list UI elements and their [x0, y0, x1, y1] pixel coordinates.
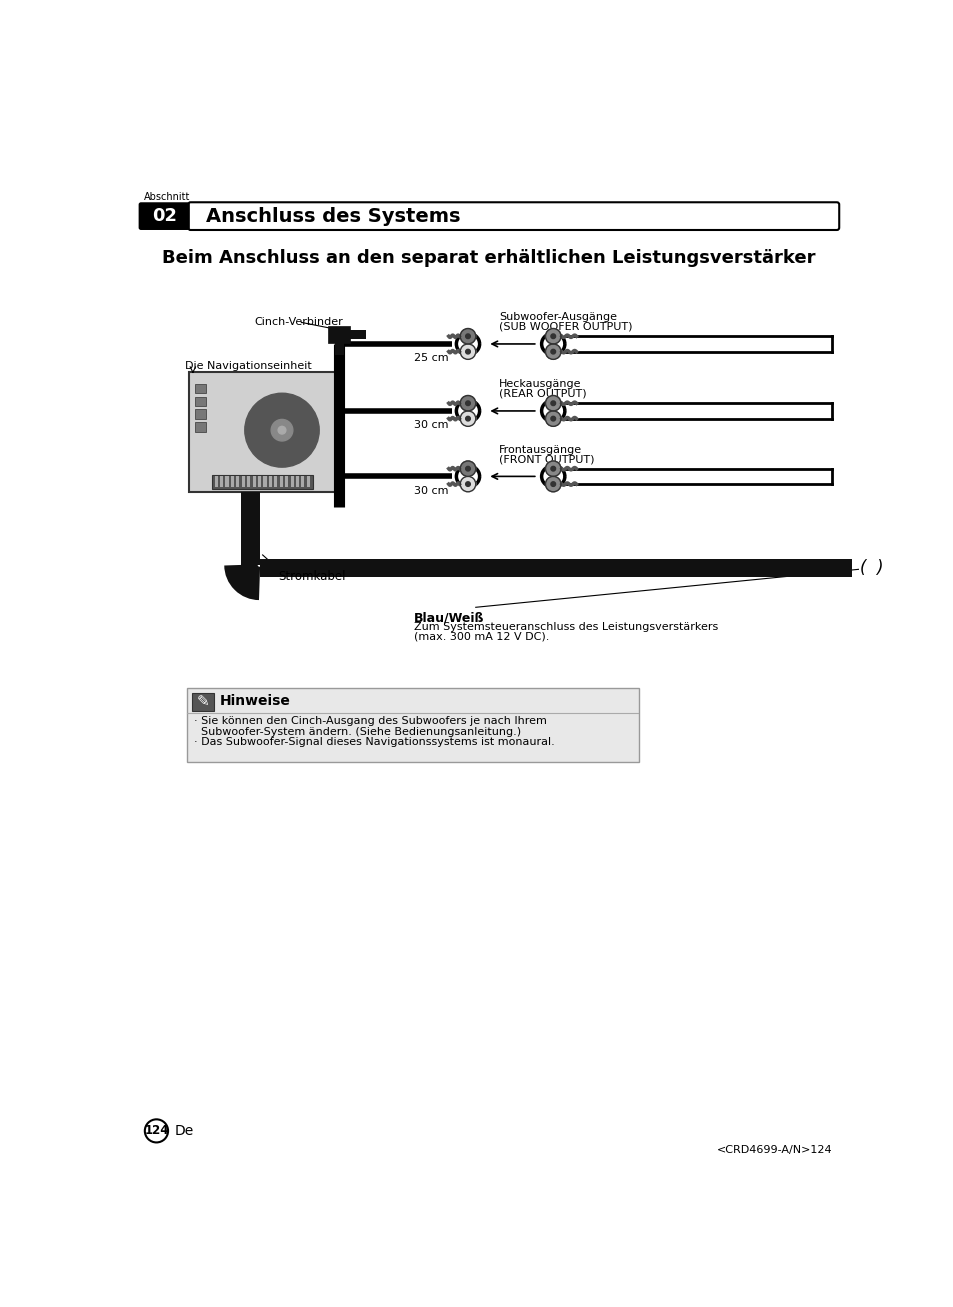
Circle shape [545, 344, 560, 359]
Bar [263, 476, 266, 488]
Circle shape [465, 401, 470, 405]
Bar [350, 331, 365, 340]
Circle shape [545, 410, 560, 426]
Text: Subwoofer-System ändern. (Siehe Bedienungsanleitung.): Subwoofer-System ändern. (Siehe Bedienun… [193, 727, 520, 737]
Text: · Sie können den Cinch-Ausgang des Subwoofers je nach Ihrem: · Sie können den Cinch-Ausgang des Subwo… [193, 716, 546, 725]
Bar [285, 476, 288, 488]
Text: (SUB WOOFER OUTPUT): (SUB WOOFER OUTPUT) [498, 322, 632, 332]
Text: Blau/Weiß: Blau/Weiß [414, 612, 483, 625]
Circle shape [245, 393, 319, 467]
Circle shape [465, 335, 470, 339]
Bar [214, 476, 217, 488]
Circle shape [550, 335, 555, 339]
Circle shape [550, 401, 555, 405]
Circle shape [465, 467, 470, 471]
Bar [195, 384, 206, 393]
Circle shape [550, 349, 555, 354]
Text: (REAR OUTPUT): (REAR OUTPUT) [498, 388, 586, 399]
Text: · Das Subwoofer-Signal dieses Navigationssystems ist monaural.: · Das Subwoofer-Signal dieses Navigation… [193, 737, 554, 748]
Bar [225, 476, 229, 488]
Circle shape [465, 349, 470, 354]
Bar [269, 476, 272, 488]
Bar [195, 422, 206, 431]
Bar [335, 344, 344, 354]
FancyBboxPatch shape [138, 203, 190, 230]
Bar [257, 476, 261, 488]
Bar [247, 476, 250, 488]
Bar [236, 476, 239, 488]
FancyBboxPatch shape [188, 203, 839, 230]
Text: (  ): ( ) [860, 559, 882, 576]
Text: 02: 02 [152, 207, 176, 225]
Bar [301, 476, 304, 488]
Circle shape [145, 1119, 168, 1142]
Bar [187, 689, 638, 762]
Bar [307, 476, 310, 488]
Text: Anschluss des Systems: Anschluss des Systems [206, 207, 460, 226]
Text: Cinch-Verbinder: Cinch-Verbinder [254, 318, 343, 327]
Text: De: De [174, 1124, 194, 1138]
Circle shape [465, 482, 470, 486]
Circle shape [550, 482, 555, 486]
Text: 25 cm: 25 cm [414, 353, 448, 363]
Text: (FRONT OUTPUT): (FRONT OUTPUT) [498, 454, 594, 464]
Bar [212, 474, 313, 489]
Circle shape [459, 410, 476, 426]
Bar [195, 397, 206, 406]
Bar [241, 491, 259, 565]
Circle shape [550, 417, 555, 421]
Circle shape [545, 476, 560, 491]
Circle shape [550, 467, 555, 471]
Bar [291, 476, 294, 488]
Text: Subwoofer-Ausgänge: Subwoofer-Ausgänge [498, 312, 617, 323]
Text: Hinweise: Hinweise [220, 694, 291, 708]
Text: 124: 124 [144, 1124, 169, 1137]
Bar [274, 476, 277, 488]
Bar [279, 476, 282, 488]
Text: 30 cm: 30 cm [414, 486, 448, 495]
Bar [259, 559, 852, 578]
Circle shape [278, 426, 286, 434]
Circle shape [271, 420, 293, 440]
Text: Stromkabel: Stromkabel [278, 570, 345, 583]
Text: Die Navigationseinheit: Die Navigationseinheit [185, 361, 312, 371]
Circle shape [465, 417, 470, 421]
Bar [192, 693, 213, 711]
Bar [231, 476, 233, 488]
Bar [220, 476, 223, 488]
Circle shape [545, 396, 560, 410]
Circle shape [459, 476, 476, 491]
Bar [189, 372, 340, 491]
Bar [195, 409, 206, 418]
Text: Frontausgänge: Frontausgänge [498, 444, 581, 455]
Text: 30 cm: 30 cm [414, 420, 448, 430]
Circle shape [545, 461, 560, 476]
Text: <CRD4699-A/N>124: <CRD4699-A/N>124 [716, 1145, 831, 1155]
Bar [328, 327, 350, 344]
Bar [295, 476, 298, 488]
Circle shape [459, 328, 476, 344]
Circle shape [459, 344, 476, 359]
Circle shape [459, 396, 476, 410]
Text: Beim Anschluss an den separat erhältlichen Leistungsverstärker: Beim Anschluss an den separat erhältlich… [162, 250, 815, 267]
Circle shape [459, 461, 476, 476]
Text: Abschnitt: Abschnitt [144, 192, 191, 201]
Text: Zum Systemsteueranschluss des Leistungsverstärkers: Zum Systemsteueranschluss des Leistungsv… [414, 622, 718, 631]
Text: (max. 300 mA 12 V DC).: (max. 300 mA 12 V DC). [414, 631, 549, 642]
Bar [253, 476, 255, 488]
Text: Heckausgänge: Heckausgänge [498, 379, 581, 389]
Bar [241, 476, 245, 488]
Circle shape [545, 328, 560, 344]
Text: ✎: ✎ [196, 694, 209, 710]
